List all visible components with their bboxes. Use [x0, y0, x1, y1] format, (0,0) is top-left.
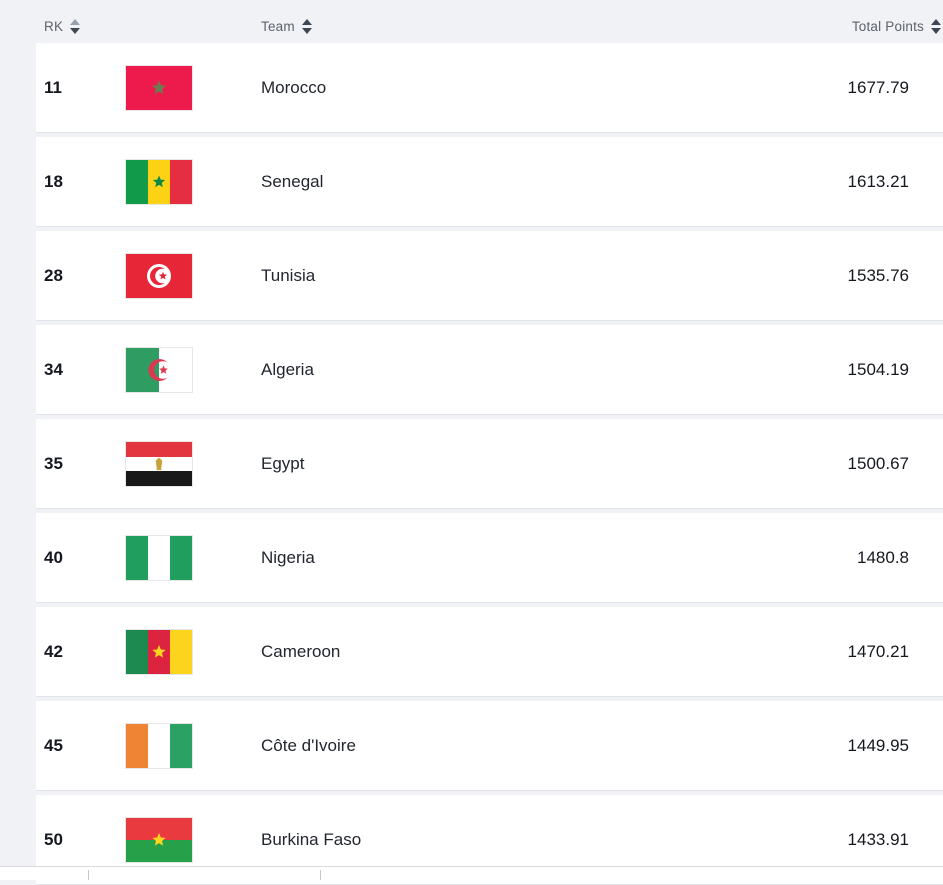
column-label-total-points: Total Points — [851, 18, 924, 34]
team-name: Tunisia — [261, 265, 316, 285]
nigeria-flag-icon — [126, 535, 192, 580]
table-row[interactable]: 45 Côte d'Ivoire 1449.95 — [36, 701, 943, 791]
table-row[interactable]: 28 Tunisia 1535.76 — [36, 231, 943, 321]
table-row[interactable]: 18 Senegal 1613.21 — [36, 137, 943, 227]
sort-up-icon — [70, 18, 81, 25]
cameroon-flag-icon — [126, 629, 192, 674]
table-row[interactable]: 42 Cameroon 1470.21 — [36, 607, 943, 697]
rank-cell: 45 — [44, 735, 63, 755]
morocco-flag-icon — [126, 65, 192, 110]
total-points-cell: 1677.79 — [847, 77, 909, 97]
team-name: Algeria — [261, 359, 314, 379]
sort-arrows-icon — [301, 18, 312, 34]
column-header-total-points[interactable]: Total Points — [851, 18, 941, 34]
horizontal-scrollbar[interactable] — [0, 866, 943, 880]
team-name: Nigeria — [261, 547, 315, 567]
column-header-rank[interactable]: RK — [44, 18, 126, 34]
total-points-cell: 1535.76 — [847, 265, 909, 285]
total-points-cell: 1480.8 — [857, 547, 909, 567]
sort-down-icon — [931, 27, 941, 34]
table-row[interactable]: 11 Morocco 1677.79 — [36, 43, 943, 133]
team-name: Cameroon — [261, 641, 341, 661]
rank-cell: 50 — [44, 829, 63, 849]
sort-arrows-icon — [931, 18, 941, 34]
sort-down-icon — [301, 27, 312, 34]
sort-arrows-icon — [70, 18, 81, 34]
cotedivoire-flag-icon — [126, 723, 192, 768]
rank-cell: 28 — [44, 265, 63, 285]
burkinafaso-flag-icon — [126, 817, 192, 862]
sort-down-icon — [70, 27, 81, 34]
column-label-rank: RK — [44, 18, 64, 34]
total-points-cell: 1449.95 — [847, 735, 909, 755]
team-name: Côte d'Ivoire — [261, 735, 356, 755]
egypt-flag-icon — [126, 441, 192, 486]
rank-cell: 11 — [44, 77, 62, 97]
total-points-cell: 1470.21 — [847, 641, 909, 661]
total-points-cell: 1500.67 — [847, 453, 909, 473]
column-label-team: Team — [261, 18, 295, 34]
column-header-team[interactable]: Team — [261, 18, 852, 34]
team-name: Morocco — [261, 77, 327, 97]
table-row[interactable]: 34 Algeria 1504.19 — [36, 325, 943, 415]
rank-cell: 35 — [44, 453, 63, 473]
table-row[interactable]: 40 Nigeria 1480.8 — [36, 513, 943, 603]
team-name: Burkina Faso — [261, 829, 362, 849]
total-points-cell: 1504.19 — [847, 359, 909, 379]
table-row[interactable]: 35 Egypt 1500.67 — [36, 419, 943, 509]
total-points-cell: 1613.21 — [847, 171, 909, 191]
rankings-table-header: RK Team Total Points — [36, 0, 943, 43]
rank-cell: 42 — [44, 641, 63, 661]
rank-cell: 18 — [44, 171, 63, 191]
team-name: Egypt — [261, 453, 305, 473]
tunisia-flag-icon — [126, 253, 192, 298]
scrollbar-tick — [320, 870, 321, 880]
rankings-table-body: 11 Morocco 1677.79 18 Senegal 1613.21 28 Tunis… — [36, 43, 943, 885]
scrollbar-tick — [88, 870, 89, 880]
senegal-flag-icon — [126, 159, 192, 204]
sort-up-icon — [931, 18, 941, 25]
sort-up-icon — [301, 18, 312, 25]
rank-cell: 34 — [44, 359, 63, 379]
total-points-cell: 1433.91 — [847, 829, 909, 849]
team-name: Senegal — [261, 171, 324, 191]
rank-cell: 40 — [44, 547, 63, 567]
algeria-flag-icon — [126, 347, 192, 392]
